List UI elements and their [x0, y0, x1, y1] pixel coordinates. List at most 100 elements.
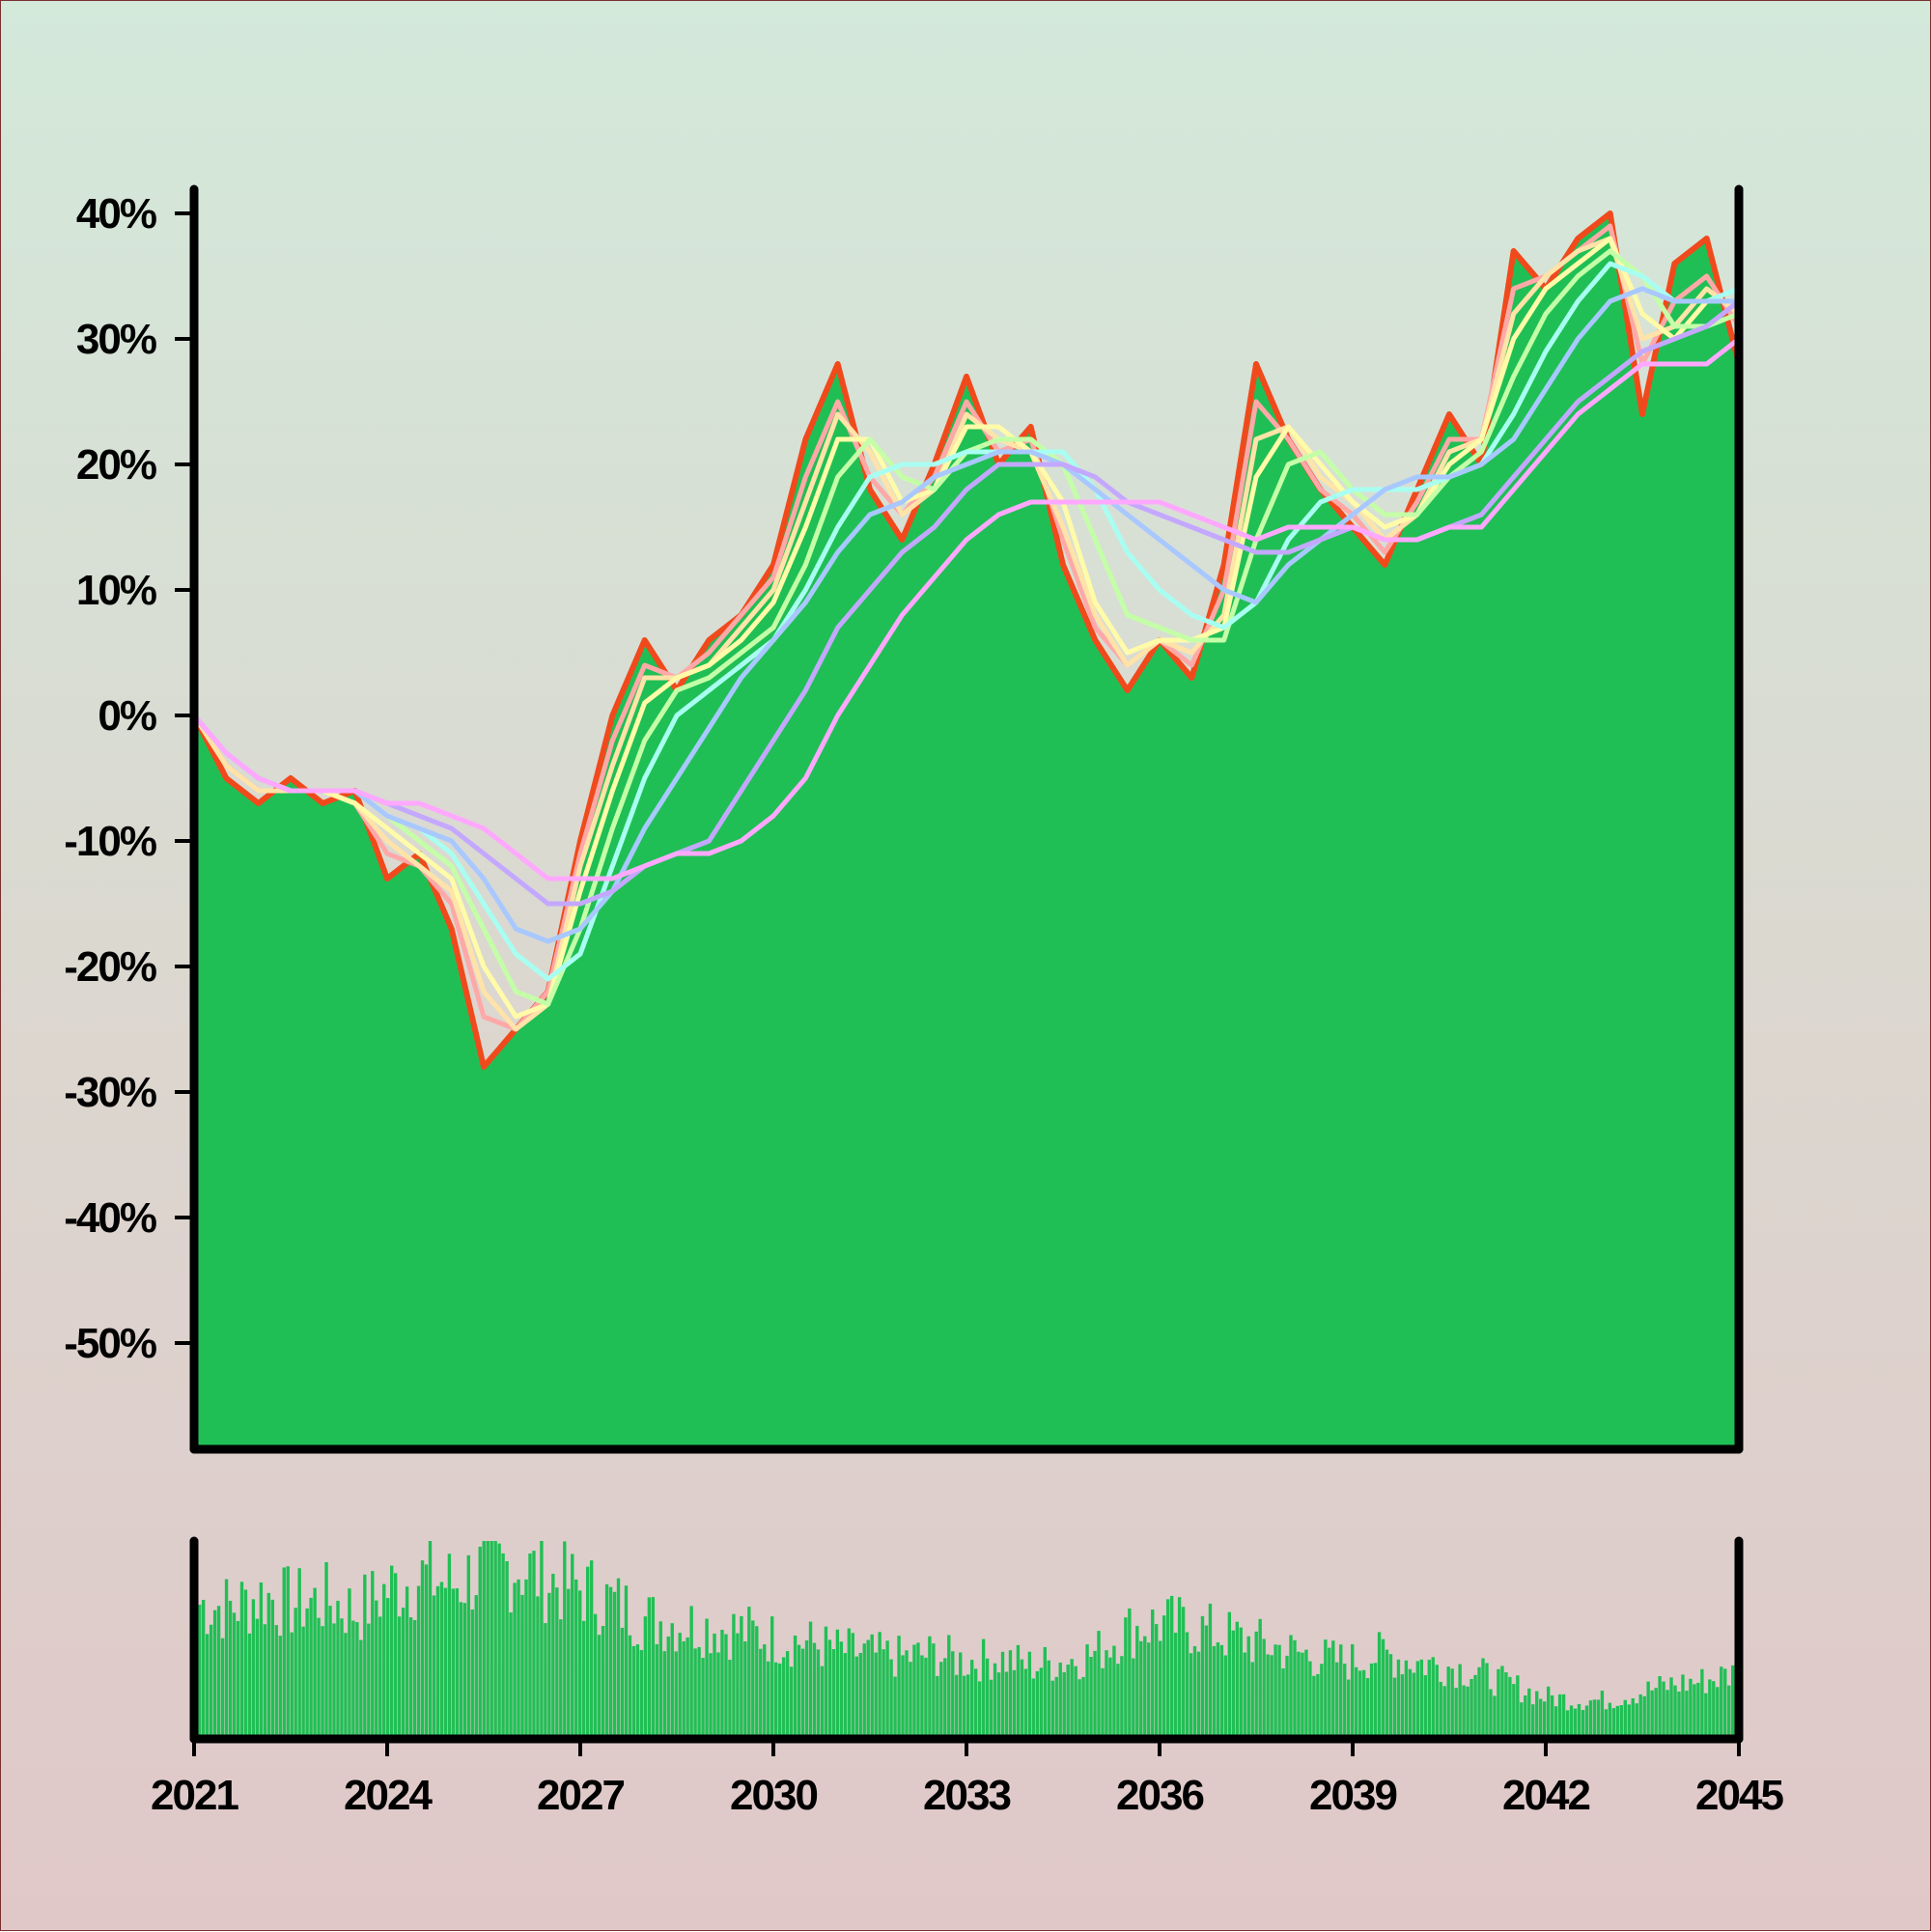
volume-bar [1301, 1652, 1304, 1739]
volume-bar [247, 1633, 252, 1739]
volume-bar [1642, 1695, 1646, 1739]
volume-bar [359, 1639, 363, 1739]
volume-bar [1584, 1705, 1589, 1739]
moving-average-layer [194, 223, 1739, 1032]
volume-bar [355, 1622, 359, 1739]
volume-bar [1023, 1668, 1028, 1739]
volume-bar [1159, 1640, 1162, 1739]
x-tick-label: 2030 [730, 1772, 817, 1819]
volume-bar [251, 1599, 256, 1739]
volume-bar [1415, 1661, 1420, 1739]
volume-bar [843, 1653, 848, 1739]
volume-bar [1450, 1668, 1454, 1739]
volume-bar [1388, 1654, 1393, 1739]
volume-bar [263, 1624, 267, 1739]
volume-bar [1181, 1607, 1186, 1739]
volume-bar [774, 1662, 778, 1739]
volume-bar [1250, 1662, 1254, 1739]
volume-bar [1357, 1670, 1362, 1739]
volume-bar [789, 1666, 794, 1739]
volume-bar [1074, 1666, 1077, 1739]
volume-bar [781, 1657, 786, 1739]
volume-bar [862, 1643, 866, 1739]
volume-bar [378, 1616, 382, 1739]
volume-bar [1539, 1698, 1543, 1739]
volume-bar [1173, 1633, 1178, 1739]
volume-bar [1716, 1687, 1720, 1739]
volume-bar [620, 1627, 625, 1739]
volume-bar [1608, 1702, 1612, 1739]
volume-bar [336, 1600, 340, 1739]
x-tick-label: 2021 [151, 1772, 238, 1819]
volume-bar [905, 1650, 909, 1739]
volume-bar [1596, 1699, 1601, 1739]
volume-bar [1262, 1638, 1266, 1739]
volume-bar [827, 1639, 832, 1739]
volume-bar [1524, 1694, 1527, 1739]
volume-bar [728, 1660, 732, 1739]
volume-bar [932, 1643, 936, 1739]
moving-average-line [194, 298, 1739, 907]
volume-bar [482, 1541, 486, 1739]
y-tick-label: -20% [64, 943, 156, 991]
volume-bar [1185, 1632, 1189, 1739]
volume-bar [1320, 1664, 1324, 1739]
volume-bar [1577, 1703, 1581, 1739]
volume-bar [324, 1561, 328, 1739]
volume-bar [1223, 1655, 1228, 1739]
volume-bar [1673, 1685, 1677, 1739]
volume-bar [874, 1652, 878, 1739]
volume-bar [393, 1573, 398, 1739]
volume-bar [1504, 1672, 1508, 1739]
volume-bar [1189, 1653, 1193, 1739]
volume-bar [1615, 1705, 1620, 1739]
volume-bar [228, 1600, 233, 1739]
volume-bar [866, 1639, 870, 1739]
volume-bar [1004, 1671, 1009, 1739]
volume-bar [1047, 1660, 1050, 1739]
volume-bar [224, 1579, 229, 1739]
volume-bar [820, 1666, 825, 1739]
volume-bar [578, 1590, 582, 1739]
volume-bar [936, 1675, 939, 1739]
volume-bar [1343, 1664, 1347, 1739]
volume-bar [1077, 1679, 1081, 1739]
volume-bar [270, 1599, 275, 1739]
volume-bar [478, 1546, 482, 1739]
volume-bar [332, 1623, 336, 1739]
volume-bar [294, 1608, 297, 1739]
volume-bar [340, 1618, 344, 1739]
volume-bar [282, 1567, 286, 1739]
volume-bar [1469, 1678, 1473, 1739]
volume-bar [1066, 1665, 1070, 1739]
volume-bar [655, 1643, 659, 1739]
volume-bar [274, 1625, 278, 1739]
volume-bar [1239, 1627, 1243, 1739]
volume-bar [835, 1629, 840, 1739]
volume-bar [670, 1623, 674, 1739]
volume-bar [501, 1553, 505, 1739]
volume-bar [1466, 1686, 1469, 1739]
volume-bar [912, 1644, 916, 1739]
volume-bar [490, 1541, 493, 1739]
volume-bar [532, 1551, 536, 1739]
volume-bar [375, 1600, 378, 1739]
volume-bar [1500, 1666, 1504, 1739]
volume-bar [628, 1635, 632, 1739]
volume-bar [520, 1594, 524, 1739]
volume-bar [1573, 1708, 1578, 1739]
volume-bar [1685, 1691, 1689, 1739]
volume-bar [1266, 1654, 1270, 1739]
volume-bar [1731, 1665, 1735, 1739]
volume-bar [1289, 1635, 1293, 1739]
volume-bar [1720, 1666, 1723, 1739]
volume-bar [1081, 1676, 1085, 1739]
volume-bar [959, 1652, 963, 1739]
volume-bar [408, 1617, 413, 1739]
volume-bar [1085, 1644, 1089, 1739]
volume-bar [604, 1583, 609, 1739]
volume-bar [697, 1646, 701, 1739]
y-tick-label: -10% [64, 818, 156, 865]
volume-bar [1531, 1704, 1535, 1739]
volume-bar [1196, 1651, 1201, 1739]
